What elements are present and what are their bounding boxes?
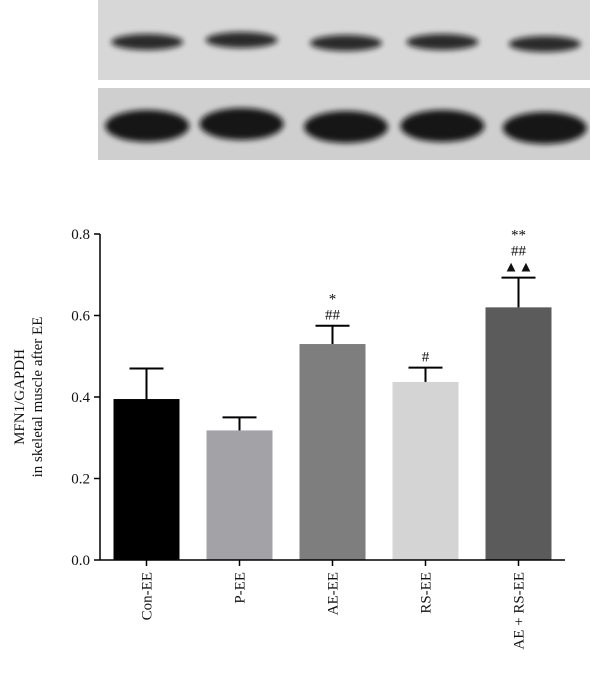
gapdh-band-3 [304, 111, 388, 143]
mfn1-band-3 [310, 35, 382, 51]
bar-ae-rs-ee [485, 307, 552, 560]
western-blot-mfn1 [98, 0, 590, 80]
annotation-3-2: ## [325, 308, 341, 324]
blot-mfn1-bands [111, 32, 581, 52]
error-bars [129, 276, 536, 431]
bars [113, 307, 552, 560]
gapdh-band-2 [199, 108, 284, 140]
bar-con-ee [113, 399, 180, 560]
bar-ae-ee [299, 344, 366, 560]
mfn1-band-4 [406, 34, 479, 50]
significance-annotations: ##*#▲▲##** [325, 228, 533, 366]
bar-p-ee [206, 430, 273, 560]
y-axis-title-line2: in skeletal muscle after EE [30, 317, 46, 478]
x-tick-label: AE + RS-EE [512, 572, 528, 650]
bar-rs-ee [392, 381, 459, 560]
mfn1-band-1 [111, 34, 184, 50]
gapdh-band-5 [502, 112, 587, 144]
annotation-5-1: ** [511, 228, 526, 244]
annotation-5-2: ## [511, 244, 527, 260]
gapdh-band-1 [105, 110, 190, 142]
x-tick-label: RS-EE [419, 572, 435, 614]
y-tick-label: 0.2 [71, 472, 90, 488]
y-axis-title-line1: MFN1/GAPDH [12, 349, 28, 445]
y-tick-label: 0.4 [71, 390, 90, 406]
x-tick-label: AE-EE [326, 572, 342, 615]
blot-gapdh-bands [105, 108, 587, 144]
gapdh-band-4 [400, 110, 485, 142]
annotation-5-3: ▲▲ [504, 260, 534, 276]
x-tick-label: P-EE [233, 572, 249, 604]
annotation-4-1: # [422, 350, 430, 366]
y-tick-label: 0.0 [71, 553, 90, 569]
bar-chart: ##*#▲▲##** Con-EE P-EE AE-EE RS-EE AE + RS-E… [12, 227, 565, 650]
western-blot-gapdh [98, 88, 590, 160]
mfn1-band-2 [205, 32, 278, 48]
y-tick-label: 0.8 [71, 227, 90, 243]
x-tick-label: Con-EE [140, 572, 156, 620]
annotation-3-1: * [329, 292, 337, 308]
y-tick-label: 0.6 [71, 309, 90, 325]
mfn1-band-5 [508, 36, 581, 52]
axes: Con-EE P-EE AE-EE RS-EE AE + RS-EE 0.0 0.2 0.4 0… [71, 227, 565, 650]
